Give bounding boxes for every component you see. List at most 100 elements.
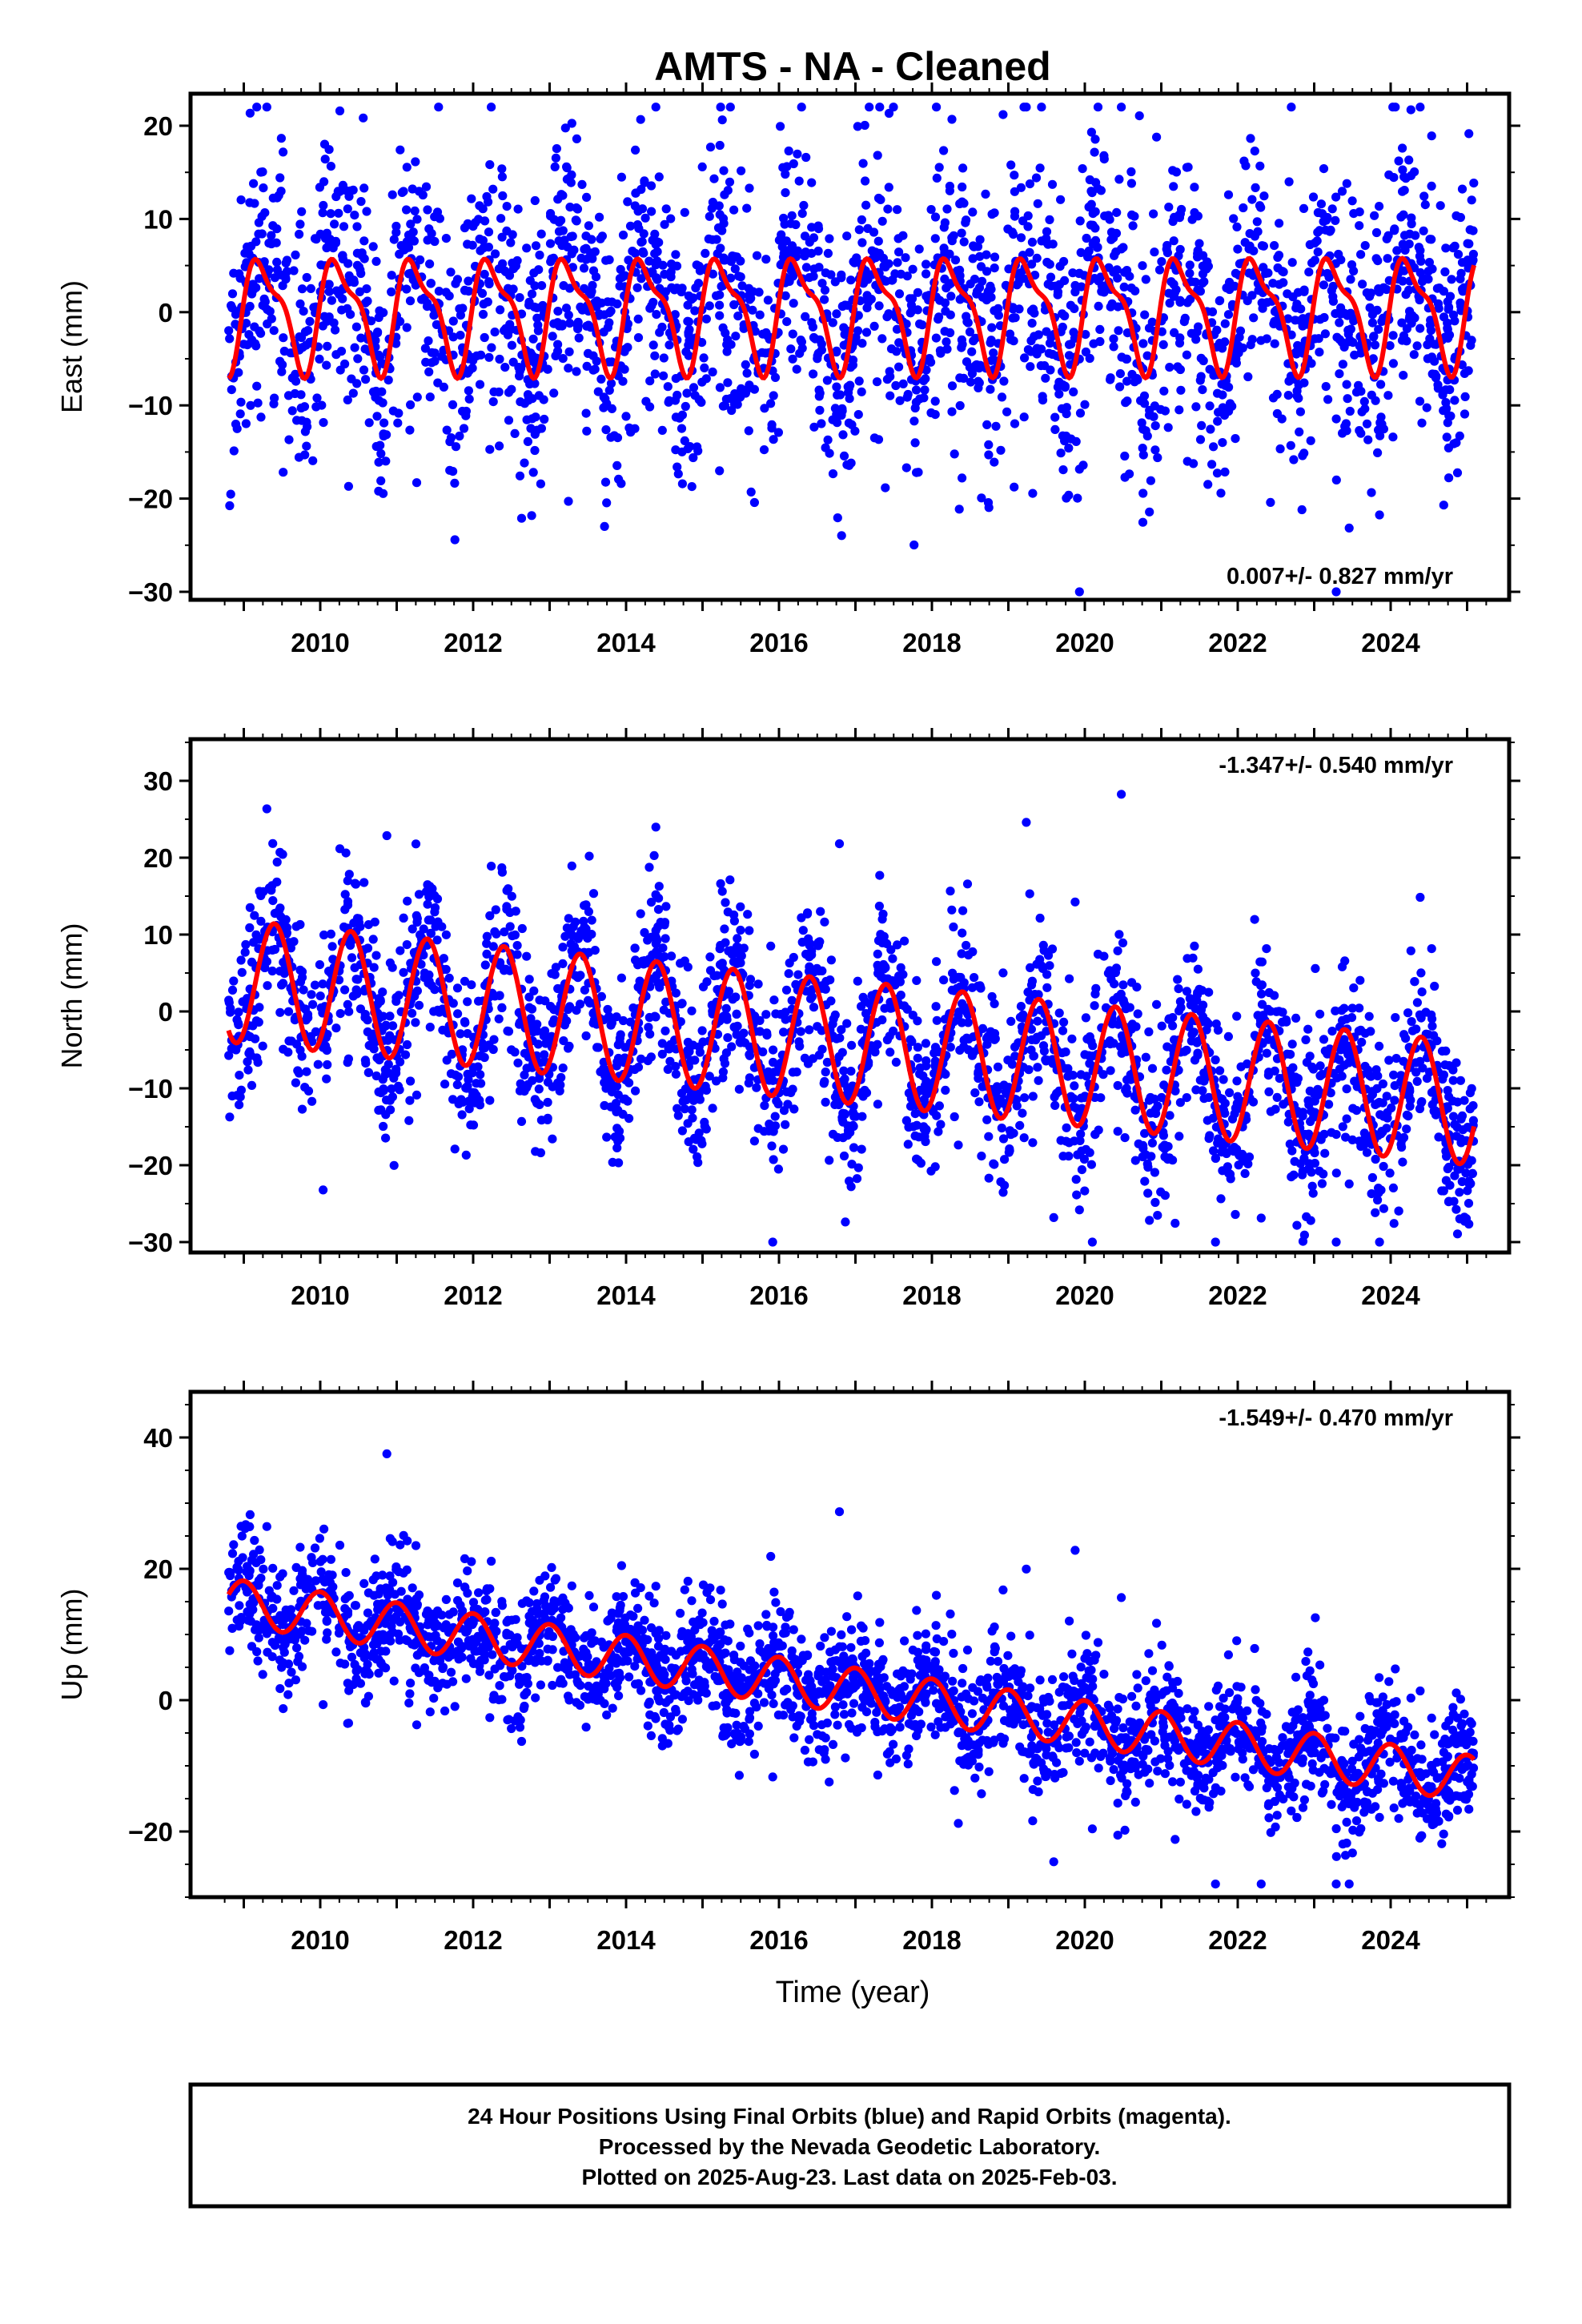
data-point [561, 304, 572, 313]
data-point [1292, 391, 1302, 400]
data-point [794, 176, 804, 186]
data-point [990, 263, 999, 273]
data-point [1263, 1071, 1273, 1080]
data-point [659, 371, 669, 380]
data-point [615, 274, 625, 283]
data-point [1398, 187, 1407, 196]
data-point [587, 287, 596, 296]
data-point [564, 1041, 574, 1051]
data-point [1338, 1122, 1347, 1132]
data-point [989, 348, 998, 358]
data-point [657, 1039, 667, 1048]
data-point [226, 489, 235, 499]
data-point [1456, 1114, 1466, 1124]
data-point [576, 302, 585, 312]
data-point [1439, 501, 1448, 510]
data-point [302, 441, 311, 451]
data-point [620, 344, 630, 354]
data-point [235, 409, 245, 419]
data-point [882, 375, 892, 384]
data-point [970, 242, 979, 251]
data-point [1375, 1041, 1384, 1051]
data-point [1389, 1070, 1399, 1080]
data-point [1159, 386, 1169, 396]
data-point [368, 387, 379, 396]
data-point [761, 348, 770, 358]
data-point [643, 935, 652, 945]
data-point [648, 267, 657, 277]
data-point [1399, 331, 1409, 340]
data-point [488, 184, 498, 194]
data-point [535, 995, 544, 1005]
data-point [1059, 256, 1069, 267]
data-point [857, 238, 867, 247]
data-point [894, 362, 904, 372]
data-point [677, 424, 687, 433]
data-point [271, 238, 281, 247]
data-point [1063, 1063, 1073, 1073]
data-point [1164, 203, 1174, 212]
data-point [767, 424, 777, 433]
data-point [1075, 408, 1086, 418]
data-point [433, 1005, 443, 1015]
data-point [343, 876, 352, 886]
data-point [573, 321, 583, 331]
data-point [1113, 273, 1122, 283]
data-point [778, 1144, 789, 1154]
data-point [268, 838, 278, 848]
data-point [1049, 1212, 1058, 1222]
data-point [1074, 1205, 1084, 1215]
data-point [1232, 222, 1242, 231]
data-point [319, 418, 328, 428]
data-point [1342, 1084, 1351, 1094]
data-point [460, 223, 470, 233]
data-point [281, 273, 291, 283]
data-point [1355, 221, 1364, 231]
data-point [1319, 312, 1329, 323]
data-point [315, 183, 324, 192]
data-point [1463, 1186, 1472, 1196]
data-point [510, 1047, 520, 1057]
data-point [1371, 254, 1381, 263]
data-point [1025, 247, 1034, 257]
data-point [743, 910, 753, 919]
data-point [447, 1049, 457, 1059]
data-point [396, 145, 405, 155]
data-point [834, 839, 845, 849]
data-point [1152, 999, 1162, 1009]
data-point [1127, 978, 1137, 987]
data-point [1000, 1155, 1010, 1164]
data-point [1183, 163, 1193, 172]
data-point [323, 1059, 332, 1070]
data-point [225, 334, 235, 344]
data-point [352, 379, 362, 388]
data-point [646, 181, 656, 191]
data-point [806, 994, 816, 1003]
data-point [1042, 983, 1052, 992]
data-point [295, 219, 305, 229]
data-point [425, 392, 435, 402]
data-point [1286, 440, 1295, 450]
data-point [963, 1018, 973, 1027]
data-point [1377, 316, 1387, 326]
data-point [631, 1086, 640, 1096]
data-point [958, 182, 967, 192]
data-point [1323, 212, 1332, 223]
data-point [464, 386, 474, 396]
data-point [733, 1021, 742, 1031]
data-point [1347, 1135, 1357, 1144]
data-point [388, 406, 398, 416]
data-point [275, 356, 285, 366]
data-point [909, 540, 919, 550]
data-point [520, 458, 529, 468]
data-point [315, 991, 325, 1001]
data-point [905, 294, 915, 304]
data-point [1411, 1068, 1421, 1077]
data-point [269, 326, 279, 336]
data-point [504, 1027, 514, 1036]
data-point [551, 153, 561, 163]
data-point [1190, 941, 1199, 951]
data-point [451, 442, 461, 452]
data-point [749, 384, 760, 394]
data-point [370, 917, 379, 927]
